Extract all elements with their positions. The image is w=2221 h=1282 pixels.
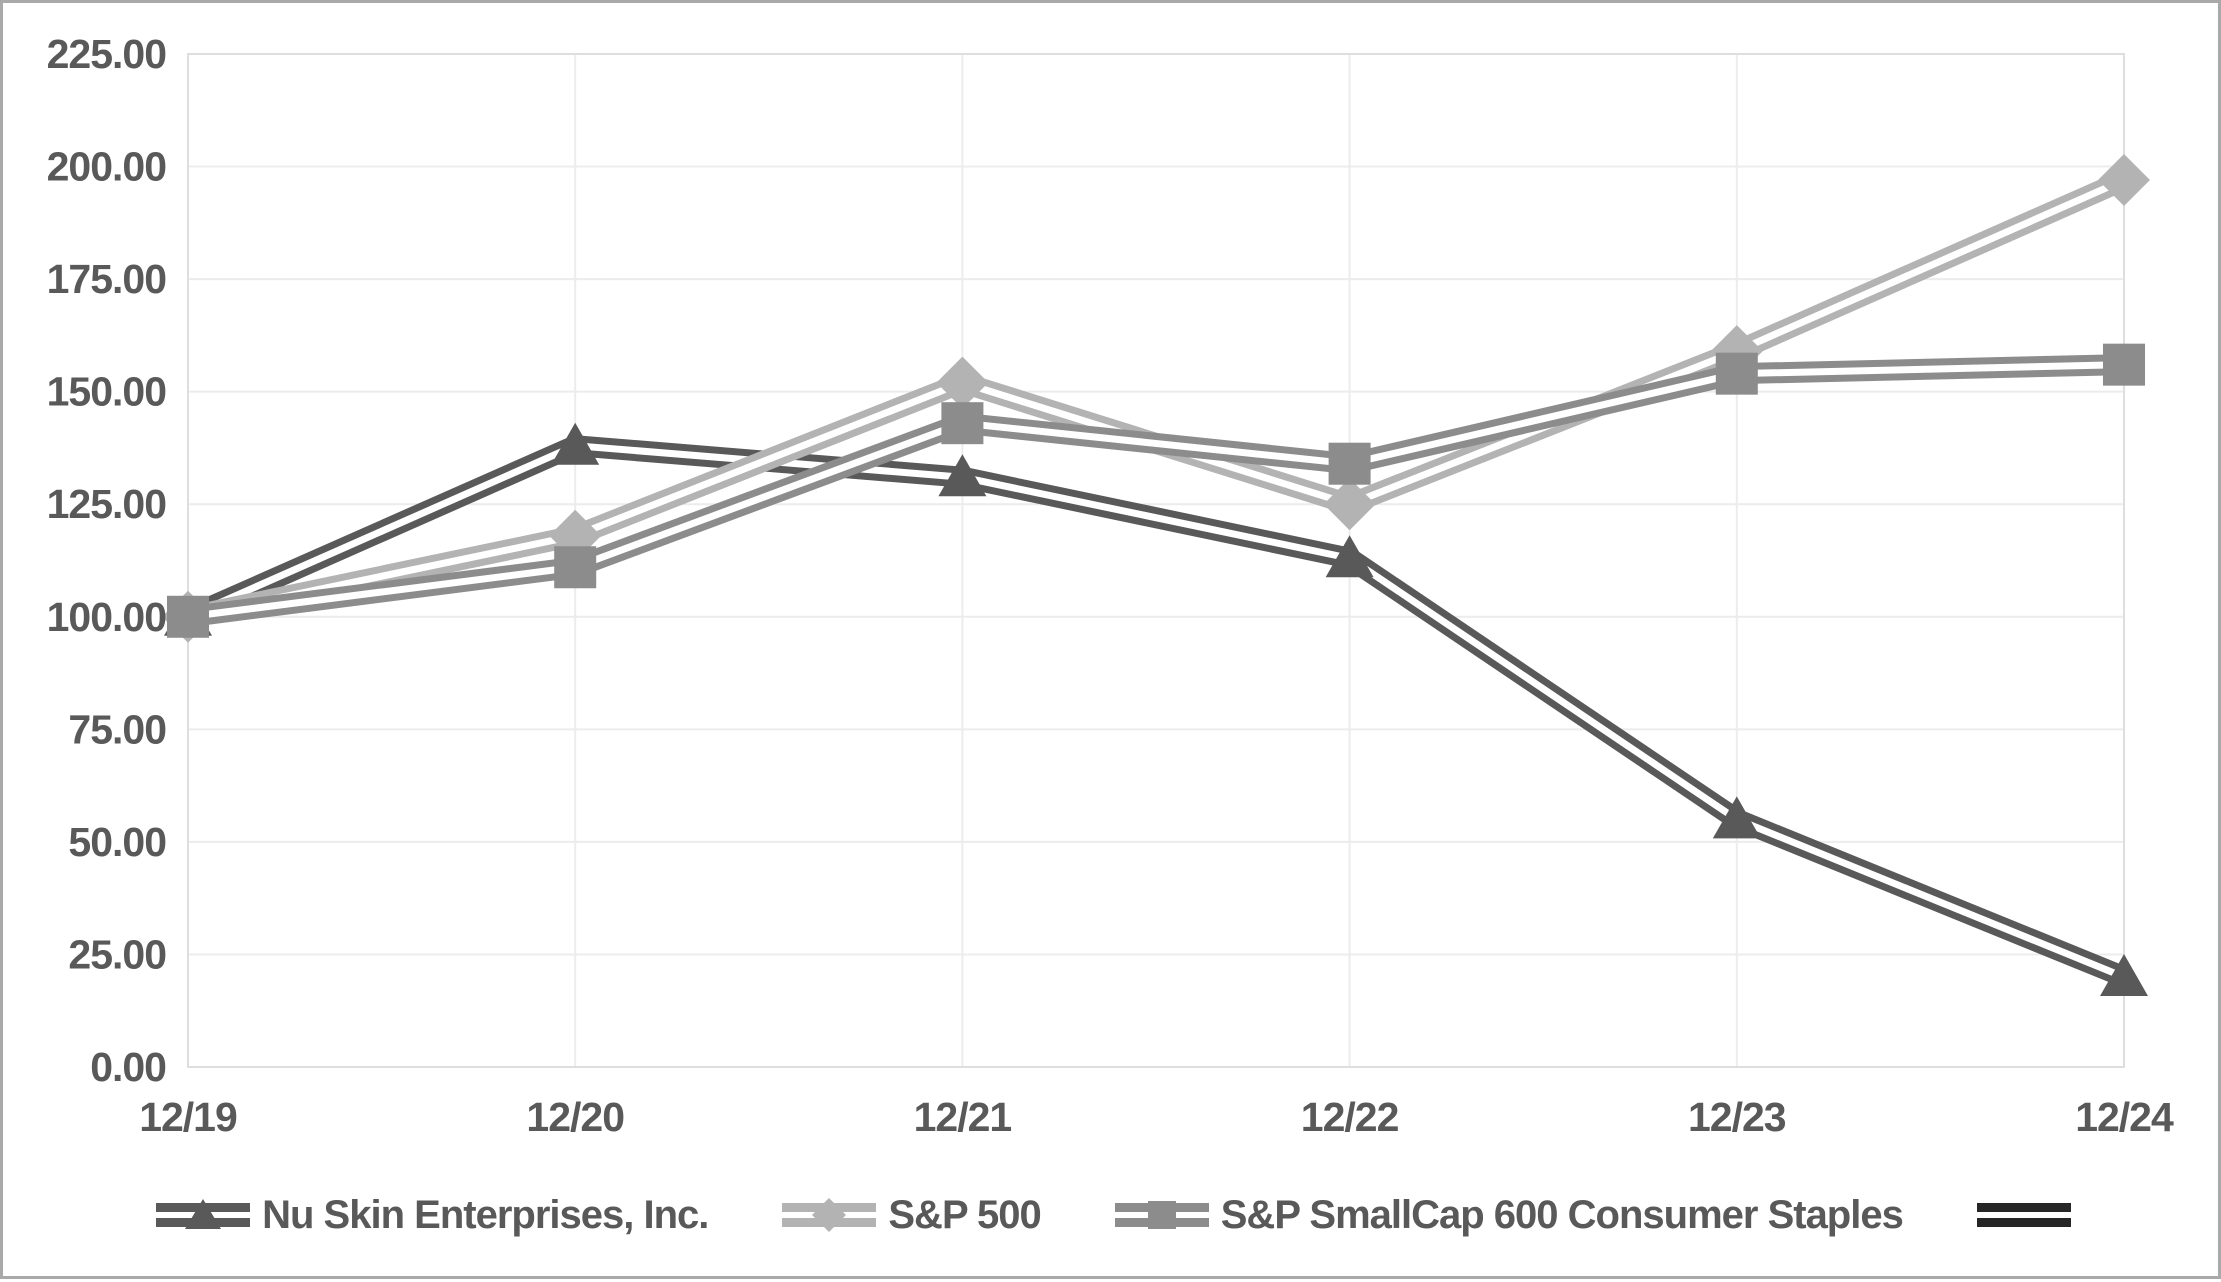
diamond-marker [1323, 478, 1376, 531]
triangle-marker [938, 454, 987, 497]
y-axis-tick-label: 175.00 [47, 256, 167, 302]
legend-line-sample-triangle [156, 1199, 251, 1229]
square-marker [554, 546, 597, 589]
legend-line-sample-diamond [782, 1198, 877, 1232]
performance-line-chart: 0.00 25.00 50.00 75.00 100.00 125.00 150.00 175… [47, 31, 2175, 1140]
plot-area [188, 54, 2124, 1067]
y-axis-tick-label: 75.00 [68, 706, 166, 752]
square-marker [167, 595, 209, 638]
square-marker [1715, 352, 1758, 395]
y-axis-tick-label: 50.00 [68, 819, 166, 865]
diamond-marker [936, 356, 989, 409]
plot-border [187, 53, 2125, 1068]
legend-label: Nu Skin Enterprises, Inc. [262, 1192, 709, 1237]
y-axis-tick-label: 200.00 [47, 144, 167, 190]
series-line-core [187, 361, 2125, 621]
y-axis-tick-label: 0.00 [90, 1044, 166, 1090]
legend-line-sample-none [1976, 1203, 2071, 1227]
y-axis-tick-label: 25.00 [68, 931, 166, 977]
chart-legend: Nu Skin Enterprises, Inc. S&P 500 S&P Smal… [3, 1175, 2221, 1255]
y-axis-tick-label: 225.00 [47, 31, 167, 77]
legend-item: S&P 500 [782, 1192, 1042, 1238]
legend-label: S&P SmallCap 600 Consumer Staples [1220, 1192, 1904, 1237]
square-marker [1328, 442, 1371, 485]
legend-item [1976, 1195, 2071, 1235]
triangle-marker [1325, 535, 1374, 578]
x-axis-tick-label: 12/24 [2075, 1094, 2174, 1140]
x-axis-tick-label: 12/22 [1301, 1094, 1399, 1140]
legend-line-sample-square [1114, 1201, 1209, 1229]
triangle-marker [1712, 796, 1761, 839]
y-axis-tick-label: 150.00 [47, 369, 167, 415]
x-axis-tick-label: 12/20 [526, 1094, 624, 1140]
square-marker [2103, 343, 2145, 386]
legend-label: S&P 500 [888, 1192, 1041, 1237]
y-axis-tick-label: 125.00 [47, 481, 167, 527]
x-axis-tick-label: 12/19 [139, 1094, 237, 1140]
y-axis-tick-label: 100.00 [47, 594, 167, 640]
legend-item: S&P SmallCap 600 Consumer Staples [1114, 1192, 1904, 1238]
triangle-marker [2100, 953, 2148, 996]
legend-item: Nu Skin Enterprises, Inc. [156, 1192, 709, 1238]
diamond-marker [2098, 154, 2150, 207]
triangle-marker [551, 422, 600, 465]
series-line-core [186, 442, 2126, 981]
x-axis-tick-label: 12/21 [914, 1094, 1012, 1140]
square-marker [941, 402, 984, 445]
x-axis-tick-label: 12/23 [1688, 1094, 1786, 1140]
